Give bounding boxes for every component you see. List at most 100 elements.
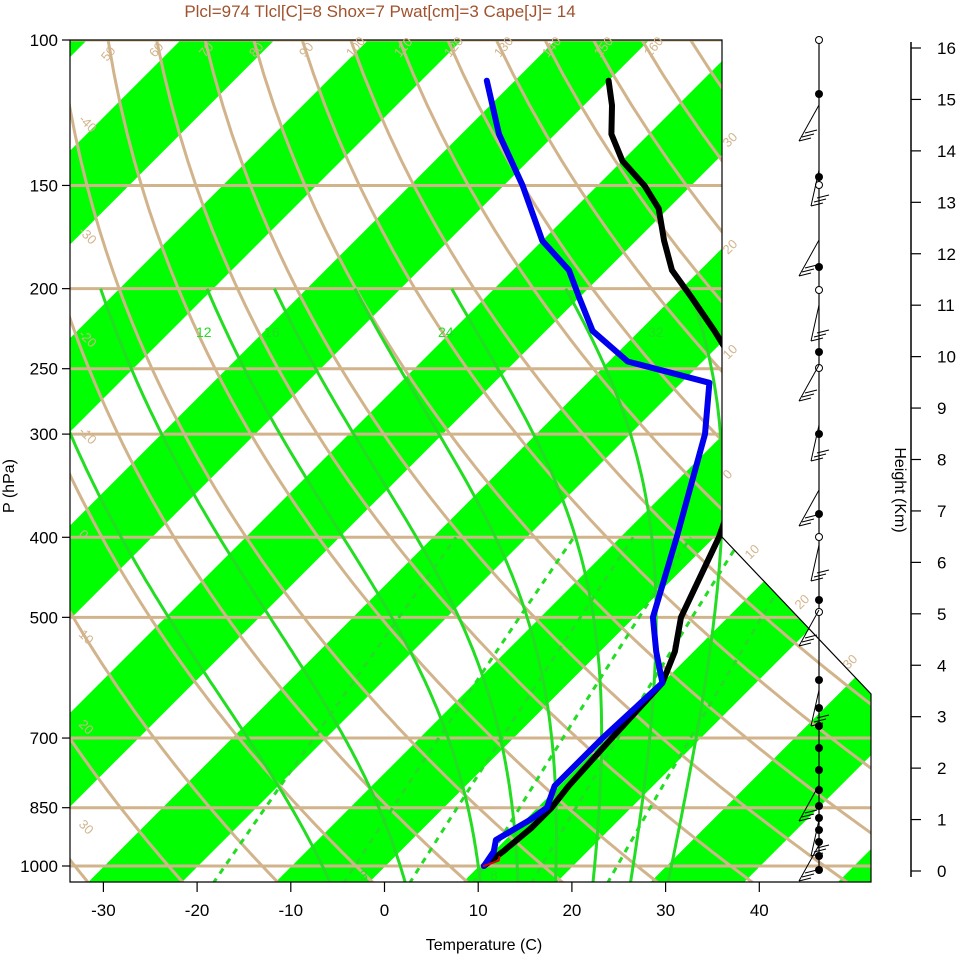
height-tick-label: 11 bbox=[937, 296, 955, 315]
pressure-tick-label: 150 bbox=[30, 176, 58, 195]
pressure-tick-label: 850 bbox=[30, 799, 58, 818]
mixing-ratio-line bbox=[605, 536, 812, 882]
pressure-tick-label: 300 bbox=[30, 425, 58, 444]
wind-level-open-dot bbox=[815, 286, 823, 294]
wind-barb-staff bbox=[798, 239, 820, 277]
pressure-tick-label: 200 bbox=[30, 280, 58, 299]
pressure-tick-label: 1000 bbox=[20, 857, 58, 876]
wind-barb-flag bbox=[804, 264, 818, 269]
moist-adiabat bbox=[450, 287, 604, 882]
wind-barb-flag bbox=[816, 194, 830, 199]
isotherm-band bbox=[70, 40, 375, 882]
height-tick-label: 2 bbox=[937, 759, 946, 778]
dry-adiabat bbox=[101, 40, 682, 882]
plot-frame bbox=[69, 39, 872, 883]
temperature-tick-label: -10 bbox=[279, 901, 304, 920]
height-tick-label: 6 bbox=[937, 553, 946, 572]
temperature-tick-label: 40 bbox=[750, 901, 769, 920]
height-tick-label: 16 bbox=[937, 39, 956, 58]
dry-adiabat bbox=[903, 2, 961, 900]
wind-level-dot bbox=[815, 814, 823, 822]
mixing-ratio-label: 3 bbox=[360, 867, 368, 883]
theta-label: 90 bbox=[296, 39, 317, 60]
wind-level-dot bbox=[815, 802, 823, 810]
height-tick-label: 13 bbox=[937, 193, 956, 212]
height-tick-label: 12 bbox=[937, 245, 956, 264]
wind-barb-staff bbox=[798, 489, 820, 527]
wind-barb-flag bbox=[801, 638, 815, 643]
temperature-tick-label: 0 bbox=[380, 901, 389, 920]
parcel-line bbox=[482, 855, 501, 867]
wind-level-dot bbox=[815, 173, 823, 181]
dry-adiabat bbox=[70, 40, 297, 882]
wind-barb-flag bbox=[798, 642, 812, 647]
moist-adiabat bbox=[353, 287, 558, 882]
wind-barb-flag bbox=[798, 137, 812, 142]
chart-subtitle: Plcl=974 Tlcl[C]=8 Shox=7 Pwat[cm]=3 Cap… bbox=[184, 2, 575, 21]
isotherm-band bbox=[385, 40, 871, 882]
wind-barb-staff bbox=[798, 104, 820, 142]
pressure-tick-label: 100 bbox=[30, 31, 58, 50]
wind-profile bbox=[798, 36, 830, 882]
wind-barb-flag bbox=[816, 449, 830, 454]
wind-barb-staff bbox=[810, 169, 820, 207]
y-axis-title: P (hPa) bbox=[1, 459, 18, 513]
dry-adiabat bbox=[383, 40, 871, 882]
moist-adiabat bbox=[205, 288, 482, 882]
isotherm-label-right: 10 bbox=[720, 341, 741, 362]
height-tick-label: 8 bbox=[937, 451, 946, 470]
mixing-ratio-line bbox=[211, 536, 458, 882]
wind-barb-staff bbox=[810, 304, 820, 342]
mixing-ratio-label: 32 bbox=[648, 324, 664, 340]
wind-barb-staff bbox=[810, 689, 820, 727]
dry-adiabat bbox=[289, 40, 871, 882]
mixing-ratio-label: 8 bbox=[490, 867, 498, 883]
wind-barb-staff bbox=[810, 544, 820, 582]
height-tick-label: 0 bbox=[937, 862, 946, 881]
wind-barb-flag bbox=[816, 844, 830, 849]
isotherm-band bbox=[70, 40, 562, 882]
wind-barb-flag bbox=[810, 202, 824, 207]
x-axis-title: Temperature (C) bbox=[426, 937, 542, 954]
wind-level-open-dot bbox=[815, 533, 823, 541]
wind-level-dot bbox=[815, 766, 823, 774]
height-tick-label: 9 bbox=[937, 399, 946, 418]
wind-barb-staff bbox=[810, 424, 820, 462]
wind-barb-flag bbox=[813, 198, 827, 203]
isotherm-label-right: 20 bbox=[792, 591, 813, 612]
isotherm-label-left: -10 bbox=[76, 424, 100, 448]
dry-adiabat bbox=[70, 40, 201, 882]
dry-adiabat bbox=[336, 40, 871, 882]
wind-level-dot bbox=[815, 704, 823, 712]
height-tick-label: 15 bbox=[937, 90, 956, 109]
wind-barb-flag bbox=[801, 518, 815, 523]
wind-level-dot bbox=[815, 744, 823, 752]
wind-barb-staff bbox=[798, 784, 820, 822]
wind-level-dot bbox=[815, 90, 823, 98]
wind-barb-flag bbox=[804, 514, 818, 519]
wind-level-dot bbox=[815, 348, 823, 356]
moist-adiabat bbox=[70, 288, 332, 882]
height-tick-label: 4 bbox=[937, 656, 946, 675]
height-axis-title: Height (Km) bbox=[891, 447, 908, 532]
isotherm-band bbox=[572, 40, 871, 882]
dry-adiabat bbox=[148, 40, 778, 882]
wind-barb-flag bbox=[813, 848, 827, 853]
isotherm-label-right: 30 bbox=[840, 651, 861, 672]
wind-barb-flag bbox=[798, 877, 812, 882]
wind-barb-flag bbox=[804, 389, 818, 394]
wind-barb-staff bbox=[798, 609, 820, 647]
temperature-tick-label: 10 bbox=[469, 901, 488, 920]
wind-barb-flag bbox=[804, 129, 818, 134]
moist-adiabat bbox=[99, 288, 407, 882]
wind-barb-flag bbox=[813, 453, 827, 458]
wind-barb-flag bbox=[816, 329, 830, 334]
wind-level-dot bbox=[815, 838, 823, 846]
theta-label: 160 bbox=[641, 34, 666, 60]
temperature-tick-label: 20 bbox=[562, 901, 581, 920]
mixing-ratio-line bbox=[529, 536, 744, 882]
wind-level-dot bbox=[815, 596, 823, 604]
wind-barb-flag bbox=[810, 337, 824, 342]
dry-adiabat bbox=[70, 40, 489, 882]
